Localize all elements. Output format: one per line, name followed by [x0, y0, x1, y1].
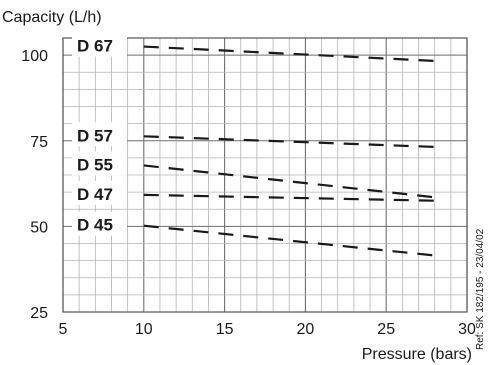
plot-frame [62, 37, 468, 313]
series-label-background [72, 151, 127, 176]
x-tick-label: 25 [377, 321, 395, 338]
y-tick-label: 100 [21, 48, 48, 65]
x-axis-title: Pressure (bars) [362, 346, 472, 363]
series-label-background [72, 211, 127, 236]
x-tick-label: 15 [216, 321, 234, 338]
series-label-background [72, 32, 127, 57]
series-label: D 45 [77, 216, 113, 235]
grid [62, 37, 468, 313]
series-label-background [72, 122, 127, 147]
series-label: D 67 [77, 37, 113, 56]
series-label: D 57 [77, 126, 113, 145]
tick-labels: 5 10 15 20 25 30 25 50 75 100 [21, 48, 476, 338]
y-tick-label: 25 [30, 305, 48, 322]
y-tick-label: 75 [30, 134, 48, 151]
x-tick-label: 20 [297, 321, 315, 338]
reference-annotation: Ref: SK 182/195 - 23/04/02 [475, 228, 486, 350]
series-labels: D 67 D 57 D 55 D 47 D 45 [72, 32, 127, 236]
y-axis-title: Capacity (L/h) [2, 9, 102, 26]
series-label-background [72, 180, 127, 205]
x-tick-label: 30 [458, 321, 476, 338]
x-tick-label: 5 [59, 321, 68, 338]
series-label: D 47 [77, 185, 113, 204]
x-tick-label: 10 [135, 321, 153, 338]
y-tick-label: 50 [30, 219, 48, 236]
series-label: D 55 [77, 155, 113, 174]
